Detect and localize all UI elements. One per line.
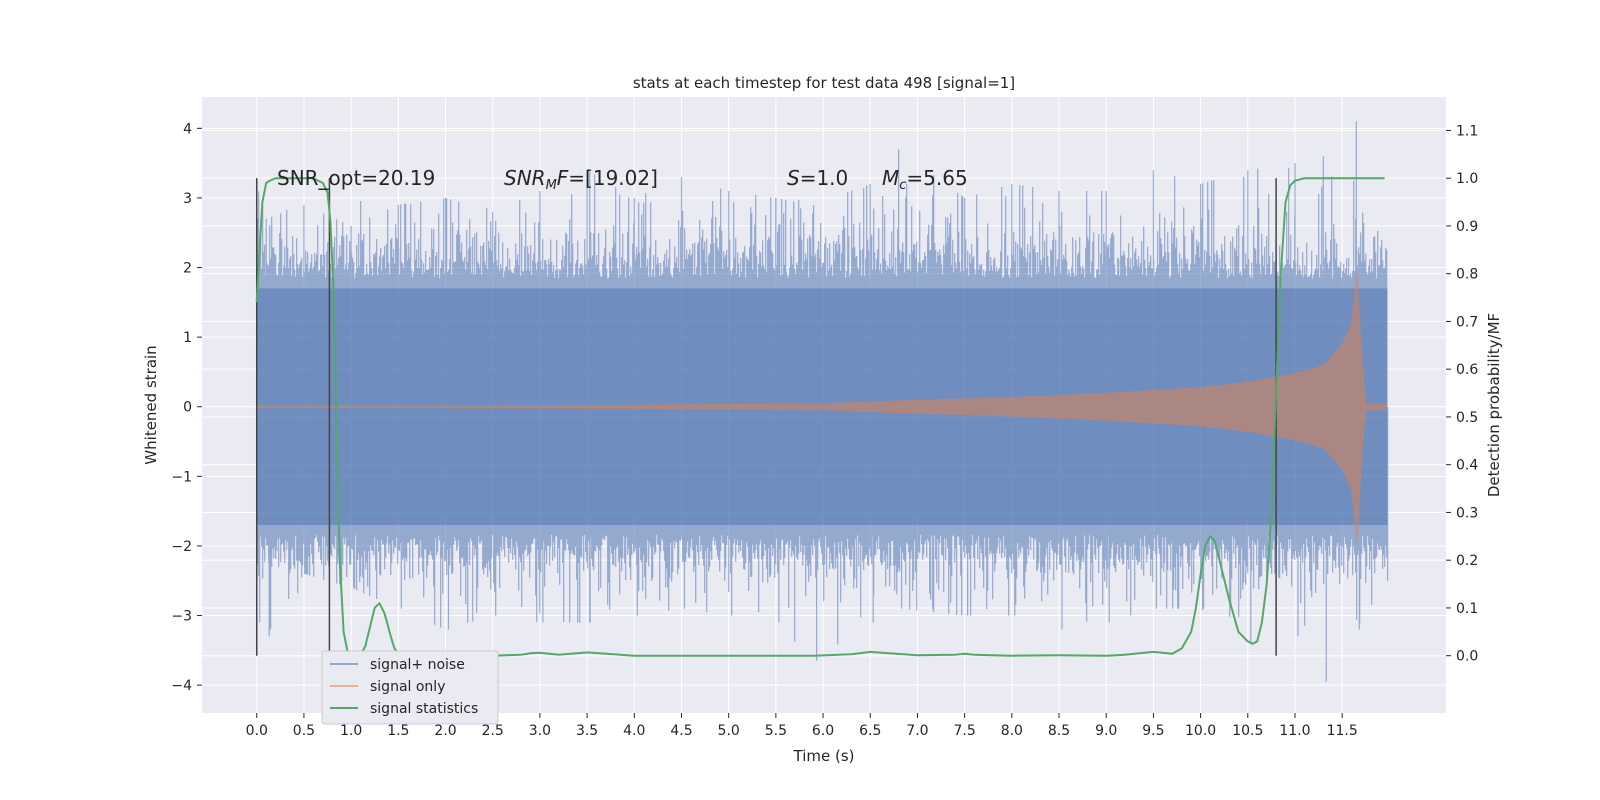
x-tick-label: 5.0 <box>718 723 740 739</box>
x-axis-ticks: 0.0 0.5 1.0 1.5 2.0 2.5 3.0 3.5 4.0 4.5 5.0 5.5 6.0 6… <box>246 713 1358 739</box>
y-tick-label: 4 <box>183 121 192 137</box>
annotation-mc: Mc=5.65 <box>882 166 968 193</box>
y-tick-label: 0 <box>183 400 192 416</box>
y2-tick-label: 0.0 <box>1456 649 1478 665</box>
y-tick-label: −4 <box>171 678 192 694</box>
y2-tick-label: 0.6 <box>1456 362 1478 378</box>
signal-only-envelope <box>256 266 1387 547</box>
x-tick-label: 2.5 <box>482 723 504 739</box>
y-tick-label: 2 <box>183 261 192 277</box>
y2-tick-label: 0.8 <box>1456 267 1478 283</box>
x-tick-label: 3.5 <box>576 723 598 739</box>
legend-label-signal-noise: signal+ noise <box>370 657 465 673</box>
y-axis-label: Whitened strain <box>142 345 160 464</box>
annotation-s-symbol: S <box>787 166 800 190</box>
x-tick-label: 0.5 <box>293 723 315 739</box>
annotation-snr-mf-part: SNR <box>504 166 546 190</box>
x-tick-label: 1.0 <box>340 723 362 739</box>
x-tick-label: 2.0 <box>434 723 456 739</box>
y2-axis-ticks: 0.0 0.1 0.2 0.3 0.4 0.5 0.6 0.7 0.8 0.9 1.0 1.1 <box>1446 123 1478 665</box>
x-tick-label: 11.0 <box>1279 723 1310 739</box>
x-axis-label: Time (s) <box>793 747 855 765</box>
y2-tick-label: 0.1 <box>1456 601 1478 617</box>
y-tick-label: 3 <box>183 191 192 207</box>
x-tick-label: 11.5 <box>1327 723 1358 739</box>
x-tick-label: 8.0 <box>1001 723 1023 739</box>
x-tick-label: 8.5 <box>1048 723 1070 739</box>
legend: signal+ noise signal only signal statist… <box>321 650 499 725</box>
x-tick-label: 7.0 <box>906 723 928 739</box>
legend-label-signal-statistics: signal statistics <box>370 701 478 717</box>
x-tick-label: 0.0 <box>246 723 268 739</box>
y2-tick-label: 0.3 <box>1456 505 1478 521</box>
x-tick-label: 9.5 <box>1142 723 1164 739</box>
x-tick-label: 5.5 <box>765 723 787 739</box>
series-signal-statistics <box>255 177 1385 657</box>
chart-title: stats at each timestep for test data 498… <box>633 74 1015 92</box>
y2-tick-label: 1.0 <box>1456 171 1478 187</box>
x-tick-label: 6.5 <box>859 723 881 739</box>
series-signal-only <box>256 266 1387 547</box>
x-tick-label: 10.0 <box>1185 723 1216 739</box>
annotation-snr-mf-value: F=[19.02] <box>557 166 658 190</box>
annotation-s: S=1.0 <box>787 166 848 190</box>
annotation-s-value: =1.0 <box>800 166 849 190</box>
x-tick-label: 4.0 <box>623 723 645 739</box>
x-tick-label: 9.0 <box>1095 723 1117 739</box>
y2-tick-label: 0.4 <box>1456 458 1478 474</box>
x-tick-label: 7.5 <box>954 723 976 739</box>
legend-label-signal-only: signal only <box>370 679 445 695</box>
annotation-mc-symbol: M <box>882 166 899 190</box>
y2-tick-label: 0.9 <box>1456 219 1478 235</box>
annotation-snr-opt: SNR_opt=20.19 <box>277 166 435 190</box>
y2-tick-label: 0.7 <box>1456 314 1478 330</box>
y-tick-label: −1 <box>171 469 192 485</box>
y-tick-label: −3 <box>171 609 192 625</box>
annotation-mc-sub: c <box>899 178 906 193</box>
y-tick-label: 1 <box>183 330 192 346</box>
y-axis-ticks: −4 −3 −2 −1 0 1 2 3 4 <box>171 121 202 694</box>
annotation-snr-mf: SNRMF=[19.02] <box>504 166 658 193</box>
y2-axis-label: Detection probability/MF <box>1485 313 1503 497</box>
y-tick-label: −2 <box>171 539 192 555</box>
annotations: SNR_opt=20.19 SNRMF=[19.02] S=1.0 Mc=5.6… <box>277 166 968 193</box>
x-tick-label: 1.5 <box>387 723 409 739</box>
y2-tick-label: 0.2 <box>1456 553 1478 569</box>
x-tick-label: 6.0 <box>812 723 834 739</box>
x-tick-label: 4.5 <box>670 723 692 739</box>
x-tick-label: 10.5 <box>1232 723 1263 739</box>
y2-tick-label: 0.5 <box>1456 410 1478 426</box>
legend-box <box>321 650 499 725</box>
x-tick-label: 3.0 <box>529 723 551 739</box>
y2-tick-label: 1.1 <box>1456 123 1478 139</box>
signal-statistics-line <box>255 177 1385 657</box>
annotation-mc-value: =5.65 <box>906 166 967 190</box>
annotation-snr-mf-sub: M <box>546 178 557 193</box>
